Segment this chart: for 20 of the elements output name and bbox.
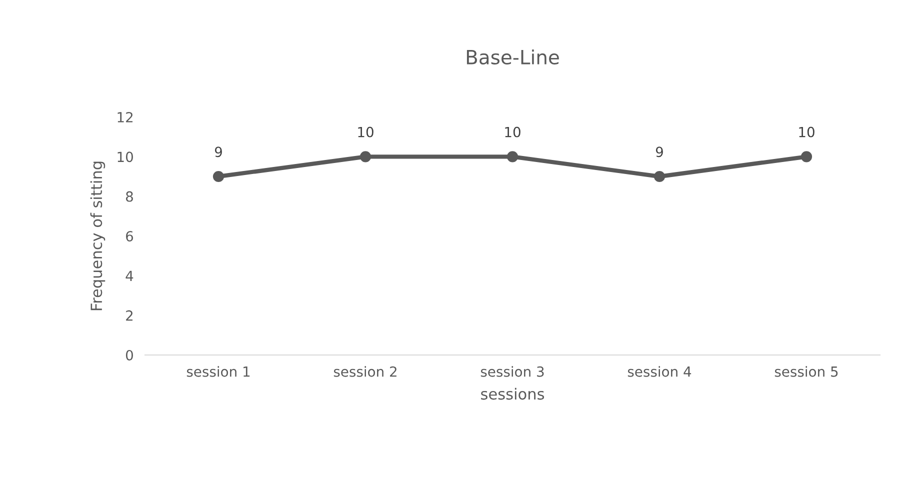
data-label: 9: [214, 146, 222, 158]
x-tick-label: session 2: [334, 366, 396, 377]
y-tick-label: 12: [118, 112, 132, 122]
x-tick-label: session 4: [628, 366, 692, 377]
data-label: 10: [505, 126, 520, 138]
data-label: 10: [799, 126, 814, 138]
x-tick-label: session 5: [774, 366, 838, 377]
data-label: 10: [358, 126, 374, 138]
x-tick-label: session 1: [186, 366, 250, 377]
y-axis-title: Frequency of sitting: [90, 162, 106, 310]
y-tick-label: 8: [126, 191, 133, 202]
x-tick-label: session 3: [480, 366, 544, 377]
y-tick-label: 6: [126, 230, 134, 242]
x-axis-title: sessions: [481, 388, 544, 400]
data-label: 9: [656, 146, 663, 158]
y-tick-label: 10: [118, 152, 133, 162]
y-tick-label: 4: [126, 270, 134, 281]
y-tick-label: 0: [126, 350, 133, 360]
y-tick-label: 2: [126, 310, 132, 321]
chart-title: Base-Line: [466, 49, 559, 64]
